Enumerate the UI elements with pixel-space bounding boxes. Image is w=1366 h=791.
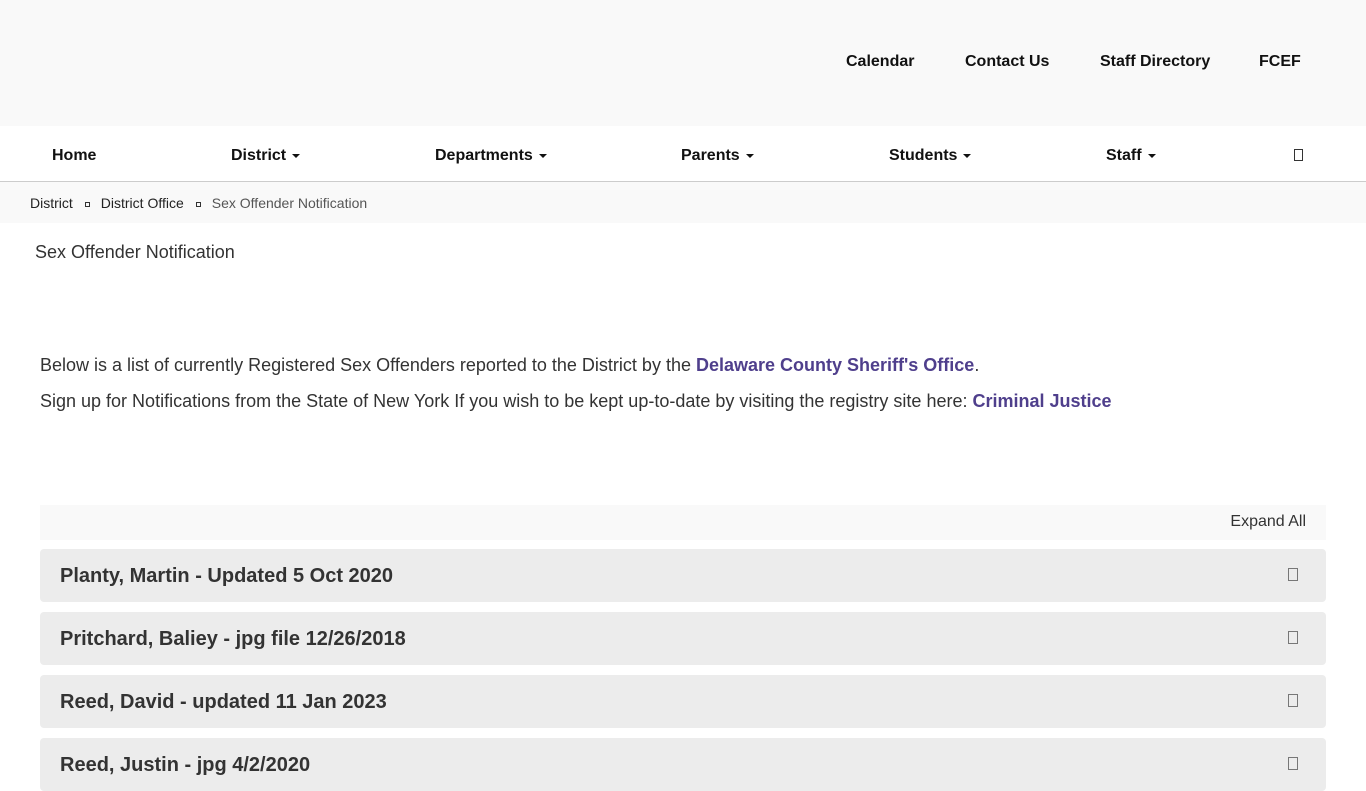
staff-directory-link[interactable]: Staff Directory: [1100, 53, 1211, 70]
intro-end: .: [974, 355, 980, 375]
header: Calendar Contact Us Staff Directory FCEF: [0, 0, 1366, 126]
nav-students[interactable]: Students: [889, 147, 972, 165]
accordion-item[interactable]: Reed, David - updated 11 Jan 2023: [40, 675, 1326, 728]
main-nav: Home District Departments Parents Studen…: [0, 126, 1366, 182]
accordion-item[interactable]: Planty, Martin - Updated 5 Oct 2020: [40, 549, 1326, 602]
search-icon: [1294, 149, 1303, 161]
caret-down-icon: [1147, 153, 1156, 158]
caret-down-icon: [963, 153, 972, 158]
accordion-title: Pritchard, Baliey - jpg file 12/26/2018: [60, 628, 406, 650]
calendar-link[interactable]: Calendar: [846, 53, 915, 70]
nav-departments[interactable]: Departments: [435, 147, 547, 165]
criminal-justice-link[interactable]: Criminal Justice: [972, 391, 1112, 411]
sheriff-office-link[interactable]: Delaware County Sheriff's Office: [695, 355, 975, 375]
breadcrumb: District District Office Sex Offender Noti…: [0, 182, 1366, 223]
intro-paragraph: Below is a list of currently Registered …: [40, 355, 979, 376]
intro-text: Below is a list of currently Registered …: [40, 355, 696, 375]
page-title: Sex Offender Notification: [35, 242, 235, 262]
breadcrumb-district[interactable]: District: [30, 195, 73, 211]
expand-icon: [1288, 694, 1298, 707]
expand-all-button[interactable]: Expand All: [1230, 513, 1306, 530]
breadcrumb-district-office[interactable]: District Office: [100, 195, 184, 211]
accordion-title: Reed, David - updated 11 Jan 2023: [60, 691, 387, 713]
nav-label: Students: [889, 147, 958, 164]
nav-label: Parents: [681, 147, 740, 164]
accordion-title: Planty, Martin - Updated 5 Oct 2020: [60, 565, 394, 587]
fcef-link[interactable]: FCEF: [1259, 53, 1301, 70]
nav-label: Departments: [435, 147, 533, 164]
caret-down-icon: [538, 153, 547, 158]
accordion-item[interactable]: Pritchard, Baliey - jpg file 12/26/2018: [40, 612, 1326, 665]
nav-staff[interactable]: Staff: [1106, 147, 1156, 165]
nav-home[interactable]: Home: [52, 147, 96, 165]
expand-icon: [1288, 568, 1298, 581]
search-button[interactable]: [1294, 148, 1303, 166]
caret-down-icon: [745, 153, 754, 158]
expand-icon: [1288, 631, 1298, 644]
nav-district[interactable]: District: [231, 147, 301, 165]
nav-label: Staff: [1106, 147, 1142, 164]
contact-us-link[interactable]: Contact Us: [965, 53, 1050, 70]
breadcrumb-current: Sex Offender Notification: [211, 195, 368, 211]
accordion-item[interactable]: Reed, Justin - jpg 4/2/2020: [40, 738, 1326, 791]
nav-label: District: [231, 147, 287, 164]
expand-icon: [1288, 757, 1298, 770]
nav-label: Home: [52, 147, 97, 164]
accordion-toolbar: Expand All: [40, 505, 1326, 540]
caret-down-icon: [292, 153, 301, 158]
separator-icon: [84, 201, 90, 207]
nav-parents[interactable]: Parents: [681, 147, 754, 165]
signup-paragraph: Sign up for Notifications from the State…: [40, 391, 1112, 412]
separator-icon: [195, 201, 201, 207]
accordion-title: Reed, Justin - jpg 4/2/2020: [60, 754, 311, 776]
signup-text: Sign up for Notifications from the State…: [40, 391, 973, 411]
